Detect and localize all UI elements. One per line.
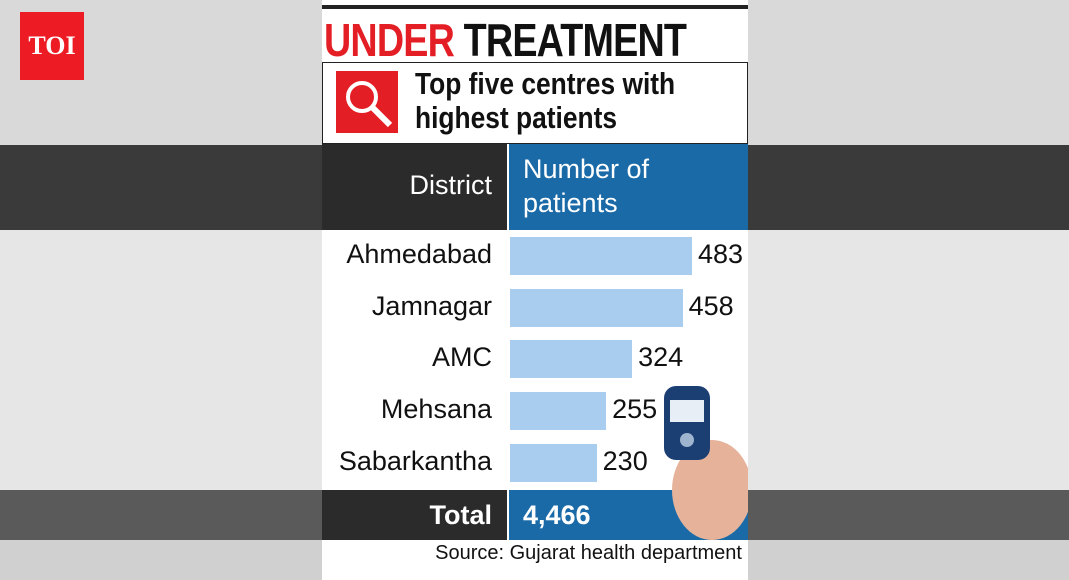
subtitle-box: Top five centres with highest patients [322,62,748,144]
bar [510,443,597,482]
logo: TOI [20,12,84,80]
value-label: 458 [688,290,734,321]
value-label: 483 [698,239,744,269]
icon [336,71,398,133]
value-label: 255 [612,394,658,425]
value-label: 324 [638,342,684,373]
category-label: AMC [432,342,492,373]
category-label: Jamnagar [371,290,492,321]
bar [510,340,633,379]
source: Source: Gujarat health department [435,542,742,564]
infographic: UNDER TREATMENT Top five centres with hi… [322,0,748,580]
value-label: 230 [602,445,648,476]
title: TREATMENT [463,14,687,66]
total-label: Total [429,500,493,530]
header-right [509,144,748,230]
glucometer-illustration [664,386,748,540]
column-header: Number of patients [523,154,650,218]
bar [510,288,683,327]
title-highlight: UNDER [324,14,455,66]
column-header: District [409,170,493,200]
total-left [322,490,507,540]
subtitle: Top five centres with highest patients [415,66,676,135]
category-label: Ahmedabad [346,239,492,269]
total-value: 4,466 [523,500,591,530]
header-left [322,144,507,230]
rows: Ahmedabad 483 Jamnagar 458 AMC 324 Mehsana 255 S… [322,232,748,490]
category-label: Sabarkantha [338,445,492,476]
category-label: Mehsana [380,394,492,425]
title-band: UNDER TREATMENT [322,5,748,66]
bar [510,237,692,275]
bar [510,392,607,431]
